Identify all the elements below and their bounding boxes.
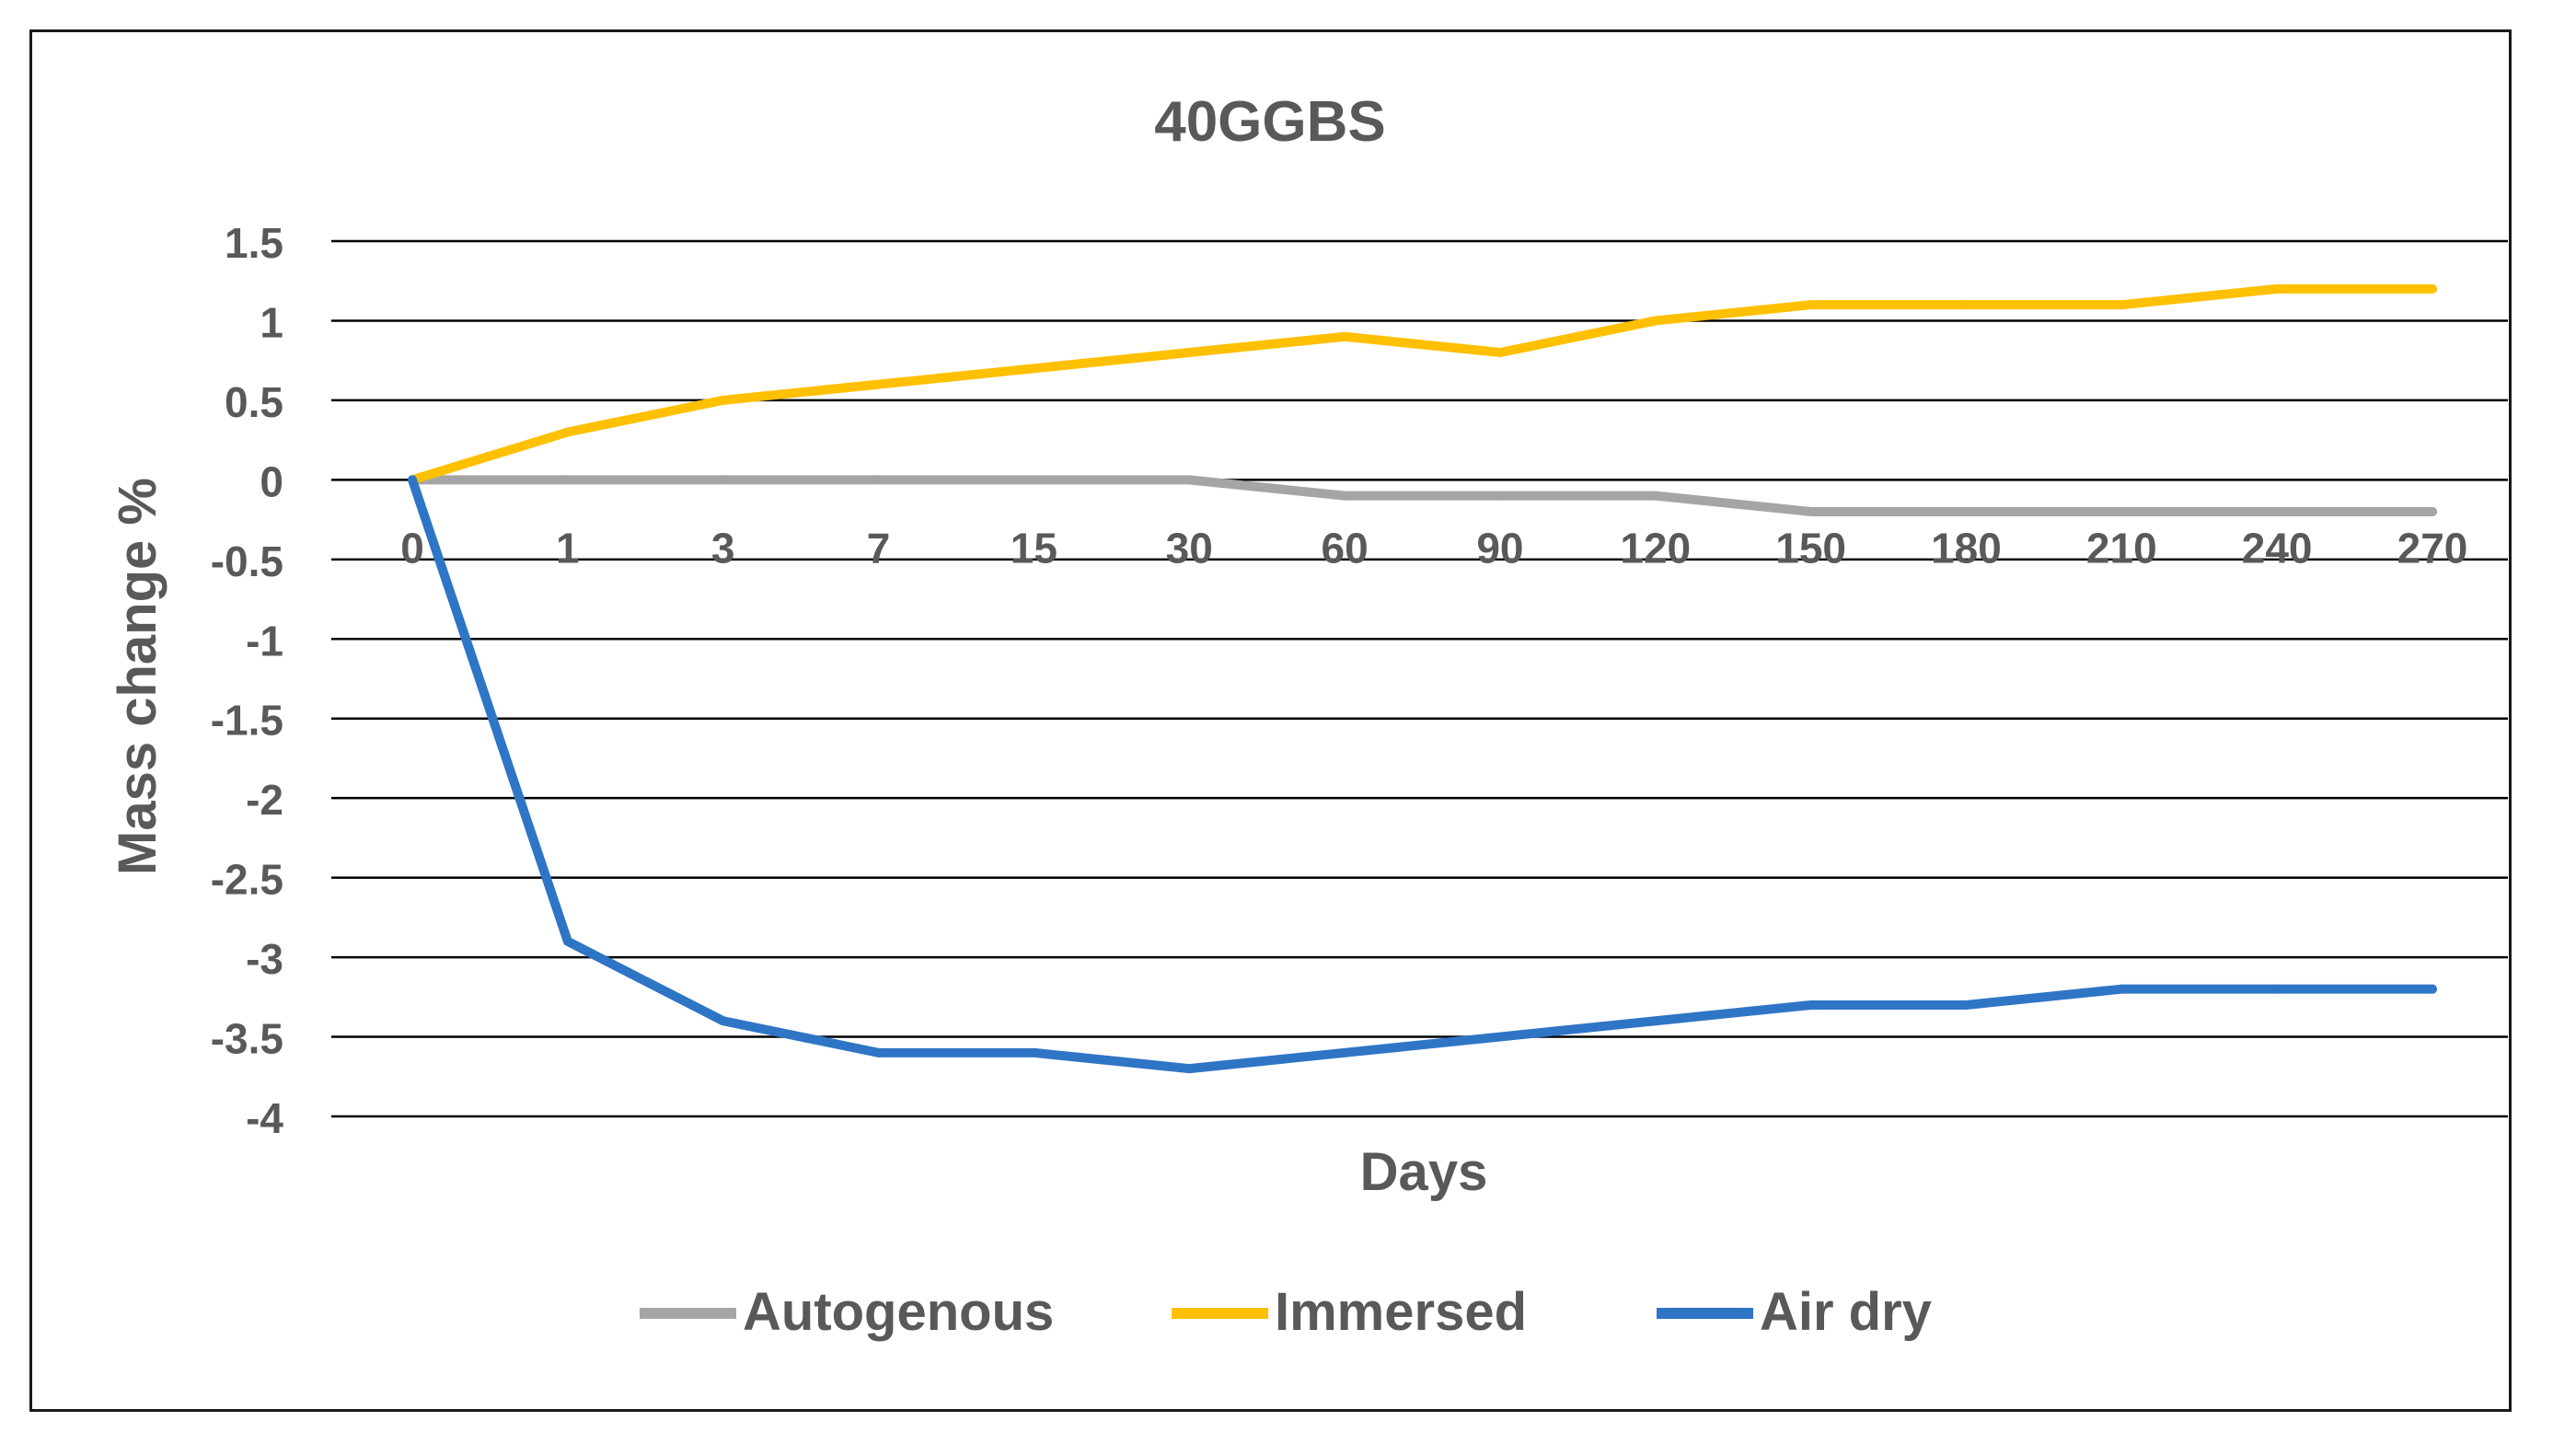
data-point — [1184, 1064, 1195, 1074]
data-point — [873, 1047, 884, 1057]
data-point — [562, 936, 572, 946]
x-tick-label: 7 — [867, 524, 891, 572]
data-point — [408, 475, 417, 485]
legend: Autogenous Immersed Air dry — [640, 1282, 1932, 1342]
data-point — [1340, 1047, 1350, 1057]
data-point — [562, 475, 572, 485]
data-point — [562, 427, 572, 437]
x-tick-label: 3 — [711, 524, 735, 572]
data-point — [1340, 331, 1350, 341]
x-tick-label: 60 — [1321, 524, 1368, 572]
line-chart: 40GGBS 1.510.50-0.5-1-1.5-2-2.5-3-3.5-4 … — [108, 90, 2508, 1342]
series-line — [408, 475, 2437, 1074]
x-tick-label: 150 — [1775, 524, 1846, 572]
data-point — [1495, 1032, 1505, 1042]
y-tick-labels: 1.5 1 0.5 0 -0.5 -1 -1.5 -2 -2.5 -3 -3.5 -4 — [211, 219, 284, 1142]
data-point — [718, 395, 728, 405]
series-autogenous — [408, 475, 2437, 516]
x-tick-label: 180 — [1931, 524, 2002, 572]
chart-title: 40GGBS — [1154, 90, 1386, 154]
series-immersed — [408, 283, 2437, 485]
data-point — [1029, 364, 1039, 374]
x-tick-label: 90 — [1476, 524, 1523, 572]
data-point — [1029, 475, 1039, 485]
chart-frame: 40GGBS 1.5 1 0.5 0 -0.5 -1 -1.5 -2 -2.5 -3 -3.5 -4 … — [29, 29, 2512, 1412]
data-point — [1806, 1000, 1816, 1010]
x-tick-label: 0 — [400, 524, 424, 572]
legend-item: Air dry — [1657, 1282, 1932, 1342]
data-point — [1650, 491, 1660, 501]
data-point — [1961, 300, 1971, 310]
y-tick-label: 0 — [260, 457, 283, 505]
data-point — [1029, 1047, 1039, 1057]
data-point — [718, 1016, 728, 1026]
series-line — [408, 283, 2437, 485]
data-point — [2117, 506, 2127, 516]
x-tick-label: 240 — [2242, 524, 2313, 572]
data-point — [1184, 348, 1195, 358]
data-point — [1961, 506, 1971, 516]
data-point — [1184, 475, 1195, 485]
y-tick-label: 0.5 — [225, 378, 283, 426]
data-point — [2428, 506, 2437, 516]
y-tick-label: 1 — [260, 298, 283, 346]
data-point — [1961, 1000, 1971, 1010]
y-tick-label: -3.5 — [211, 1015, 283, 1063]
y-tick-label: -2.5 — [211, 856, 283, 904]
data-point — [1495, 348, 1505, 358]
data-point — [2428, 984, 2437, 994]
data-point — [873, 379, 884, 389]
data-point — [873, 475, 884, 485]
data-point — [718, 475, 728, 485]
legend-item: Autogenous — [640, 1282, 1054, 1342]
y-tick-label: 1.5 — [225, 219, 283, 267]
legend-item: Immersed — [1172, 1282, 1527, 1342]
series-lines — [408, 283, 2437, 1074]
x-tick-label: 30 — [1166, 524, 1213, 572]
x-tick-label: 210 — [2086, 524, 2157, 572]
x-tick-label: 270 — [2397, 524, 2468, 572]
gridlines — [331, 239, 2508, 1118]
x-tick-label: 15 — [1011, 524, 1057, 572]
y-tick-label: -2 — [246, 776, 283, 824]
data-point — [1650, 316, 1660, 326]
data-point — [2117, 300, 2127, 310]
legend-label: Autogenous — [743, 1282, 1054, 1342]
legend-label: Immersed — [1275, 1282, 1527, 1342]
data-point — [1806, 506, 1816, 516]
data-point — [1495, 491, 1505, 501]
x-axis-title: Days — [1360, 1142, 1488, 1202]
data-point — [2272, 506, 2282, 516]
data-point — [2117, 984, 2127, 994]
x-tick-labels: 0 1 3 7 15 30 60 90 120 150 180 210 240 270 — [400, 524, 2467, 572]
y-tick-label: -1 — [246, 617, 283, 664]
y-tick-label: -3 — [246, 935, 283, 983]
data-point — [1340, 491, 1350, 501]
data-point — [2272, 283, 2282, 294]
series-line — [408, 475, 2437, 516]
series-air-dry — [408, 475, 2437, 1074]
y-axis-title: Mass change % — [108, 478, 167, 875]
y-tick-label: -4 — [246, 1094, 283, 1142]
legend-label: Air dry — [1760, 1282, 1932, 1342]
x-tick-label: 120 — [1620, 524, 1691, 572]
x-tick-label: 1 — [556, 524, 580, 572]
data-point — [2272, 984, 2282, 994]
y-tick-label: -0.5 — [211, 537, 283, 585]
data-point — [2428, 283, 2437, 294]
y-tick-label: -1.5 — [211, 697, 283, 745]
data-point — [1650, 1016, 1660, 1026]
data-point — [1806, 300, 1816, 310]
